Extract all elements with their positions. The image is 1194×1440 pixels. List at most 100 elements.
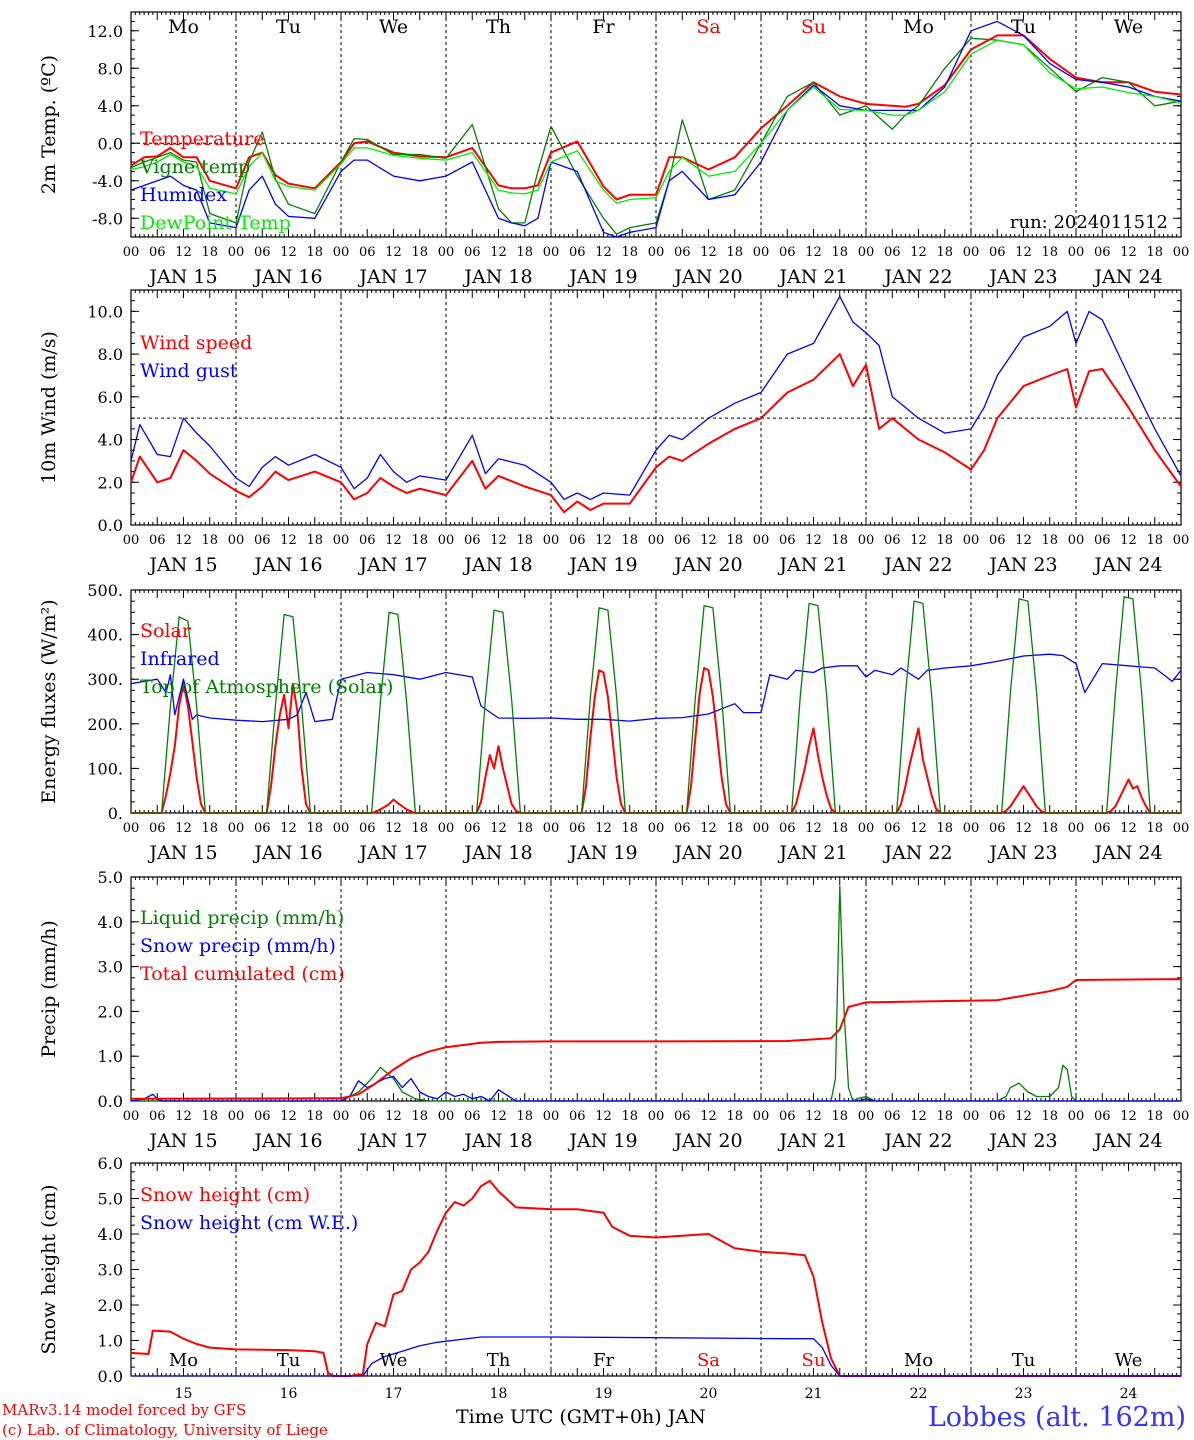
y-tick-label: -4.0 xyxy=(92,172,123,191)
hour-label: 00 xyxy=(1068,1109,1085,1124)
hour-label: 00 xyxy=(858,821,875,836)
x-axis-title: Time UTC (GMT+0h) JAN xyxy=(456,1406,706,1428)
hour-label: 06 xyxy=(884,533,901,548)
hour-label: 12 xyxy=(385,1109,402,1124)
hour-label: 12 xyxy=(490,821,507,836)
hour-label: 18 xyxy=(1146,533,1163,548)
legend-entry: Vigne temp xyxy=(139,156,250,178)
hour-label: 12 xyxy=(385,821,402,836)
date-label: JAN 16 xyxy=(252,554,322,576)
plot-frame xyxy=(130,589,1182,814)
hour-label: 12 xyxy=(700,533,717,548)
series-line-2-2 xyxy=(130,295,1182,501)
series-line-1-3 xyxy=(130,20,1182,238)
hour-label: 18 xyxy=(726,821,743,836)
series-line-2-1 xyxy=(130,353,1182,514)
hour-label: 12 xyxy=(700,821,717,836)
hour-label: 12 xyxy=(175,245,192,260)
weekday-label-bottom: Fr xyxy=(593,1350,614,1371)
date-label: JAN 23 xyxy=(987,554,1057,576)
hour-label: 06 xyxy=(989,821,1006,836)
hour-label: 06 xyxy=(989,245,1006,260)
hour-label: 00 xyxy=(123,1109,140,1124)
weekday-label: We xyxy=(1114,16,1143,38)
hour-label: 18 xyxy=(831,1109,848,1124)
hour-label: 00 xyxy=(123,533,140,548)
hour-label: 06 xyxy=(779,1109,796,1124)
weekday-label-bottom: We xyxy=(1115,1350,1143,1371)
hour-label: 06 xyxy=(359,821,376,836)
hour-label: 06 xyxy=(359,1109,376,1124)
hour-label: 18 xyxy=(621,533,638,548)
weekday-label: Mo xyxy=(903,16,934,38)
hour-label: 12 xyxy=(490,1109,507,1124)
hour-label: 00 xyxy=(1068,821,1085,836)
hour-label: 12 xyxy=(280,245,297,260)
hour-label: 06 xyxy=(989,1109,1006,1124)
hour-label: 12 xyxy=(595,245,612,260)
hour-label: 12 xyxy=(1015,533,1032,548)
y-tick-label: 2.0 xyxy=(98,1296,123,1315)
date-label: JAN 16 xyxy=(252,266,322,288)
hour-label: 00 xyxy=(123,821,140,836)
y-tick-label: 0. xyxy=(108,804,123,823)
weekday-label: Fr xyxy=(592,16,615,38)
hour-label: 12 xyxy=(175,1109,192,1124)
hour-label: 00 xyxy=(648,533,665,548)
series-line-3-3 xyxy=(131,596,1181,814)
y-tick-label: 4.0 xyxy=(98,913,123,932)
date-label: JAN 20 xyxy=(672,266,742,288)
hour-label: 18 xyxy=(1041,821,1058,836)
y-tick-label: 5.0 xyxy=(98,868,123,887)
hour-label: 00 xyxy=(228,533,245,548)
hour-label: 06 xyxy=(254,1109,271,1124)
y-axis-title: Snow height (cm) xyxy=(38,1184,60,1354)
legend-entry: DewPoint Temp xyxy=(140,212,291,234)
weekday-label: Su xyxy=(801,16,826,38)
hour-label: 00 xyxy=(1068,533,1085,548)
hour-label: 06 xyxy=(674,1109,691,1124)
hour-label: 18 xyxy=(831,245,848,260)
hour-label: 00 xyxy=(543,821,560,836)
date-label: JAN 17 xyxy=(357,266,427,288)
hour-label: 00 xyxy=(123,245,140,260)
weekday-label: Mo xyxy=(168,16,199,38)
date-label: JAN 20 xyxy=(672,1130,742,1152)
series-line-5-2 xyxy=(131,1336,1181,1377)
y-tick-label: 8.0 xyxy=(98,345,123,364)
date-label: JAN 21 xyxy=(777,1130,847,1152)
series-line-4-3 xyxy=(130,978,1182,1100)
y-tick-label: 500. xyxy=(87,581,123,600)
legend-entry: Wind gust xyxy=(140,360,238,382)
hour-label: 00 xyxy=(963,821,980,836)
hour-label: 18 xyxy=(1146,821,1163,836)
hour-label: 18 xyxy=(306,533,323,548)
hour-label: 18 xyxy=(726,1109,743,1124)
hour-label: 18 xyxy=(201,1109,218,1124)
hour-label: 12 xyxy=(805,1109,822,1124)
hour-label: 06 xyxy=(359,245,376,260)
y-tick-label: 200. xyxy=(87,715,123,734)
hour-label: 12 xyxy=(595,533,612,548)
hour-label: 00 xyxy=(333,245,350,260)
y-tick-label: 4.0 xyxy=(98,97,123,116)
hour-label: 12 xyxy=(1120,245,1137,260)
legend-entry: Snow precip (mm/h) xyxy=(140,935,336,957)
hour-label: 00 xyxy=(438,821,455,836)
hour-label: 18 xyxy=(516,821,533,836)
hour-label: 00 xyxy=(1173,245,1190,260)
legend-entry: Snow height (cm) xyxy=(140,1184,310,1206)
model-credit: MARv3.14 model forced by GFS xyxy=(2,1401,247,1419)
y-tick-label: 10.0 xyxy=(87,302,123,321)
y-tick-label: 3.0 xyxy=(98,958,123,977)
hour-label: 06 xyxy=(149,245,166,260)
hour-label: 06 xyxy=(674,245,691,260)
weekday-label-bottom: Tu xyxy=(1012,1350,1036,1371)
hour-label: 00 xyxy=(753,1109,770,1124)
hour-label: 00 xyxy=(963,533,980,548)
hour-label: 18 xyxy=(411,821,428,836)
legend-entry: Humidex xyxy=(140,184,227,206)
y-axis-title: Energy fluxes (W/m²) xyxy=(38,599,60,803)
hour-label: 00 xyxy=(753,821,770,836)
